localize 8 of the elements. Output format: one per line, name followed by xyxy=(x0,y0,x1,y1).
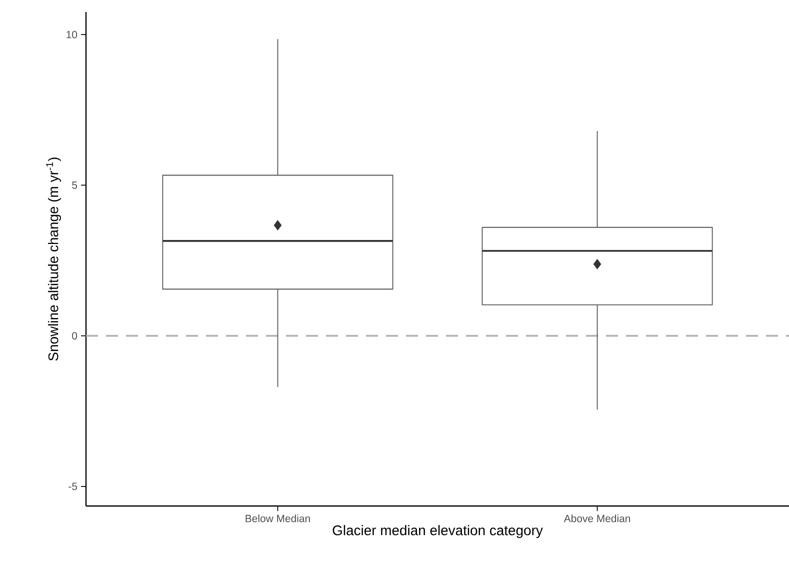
y-axis-title: Snowline altitude change (m yr$^{-1}$) xyxy=(46,158,61,361)
y-tick-label: 10 xyxy=(66,30,78,38)
y-tick-label: 5 xyxy=(72,182,78,189)
x-axis-title: Glacier median elevation category xyxy=(332,525,543,538)
x-tick-label: Above Median xyxy=(564,514,630,522)
y-tick-label: -5 xyxy=(68,482,78,490)
y-tick-label: 0 xyxy=(72,332,78,340)
x-tick-label: Below Median xyxy=(246,514,310,522)
